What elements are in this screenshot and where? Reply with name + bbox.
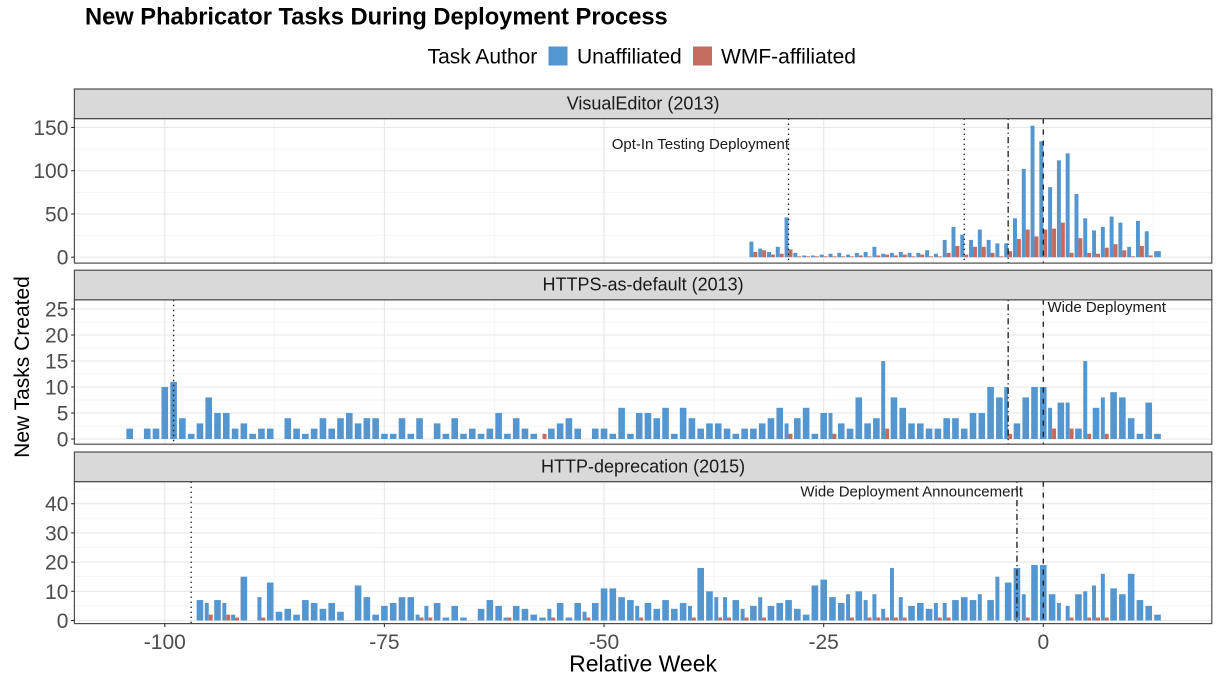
- svg-text:0: 0: [1037, 631, 1049, 654]
- svg-text:150: 150: [33, 117, 68, 140]
- svg-text:-25: -25: [808, 631, 838, 654]
- svg-text:-75: -75: [369, 631, 399, 654]
- svg-text:HTTP-deprecation (2015): HTTP-deprecation (2015): [541, 457, 745, 477]
- svg-text:40: 40: [45, 493, 68, 516]
- svg-text:WMF-affiliated: WMF-affiliated: [721, 46, 856, 69]
- svg-text:0: 0: [57, 429, 69, 452]
- svg-text:VisualEditor (2013): VisualEditor (2013): [567, 94, 720, 114]
- svg-text:20: 20: [45, 552, 68, 575]
- svg-text:HTTPS-as-default (2013): HTTPS-as-default (2013): [543, 275, 744, 295]
- svg-text:20: 20: [45, 325, 68, 348]
- svg-text:0: 0: [57, 610, 69, 633]
- svg-text:15: 15: [45, 351, 68, 374]
- svg-text:Relative Week: Relative Week: [569, 651, 717, 677]
- svg-text:Wide Deployment: Wide Deployment: [1048, 299, 1167, 316]
- svg-text:10: 10: [45, 377, 68, 400]
- svg-text:-100: -100: [144, 631, 186, 654]
- svg-text:50: 50: [45, 203, 68, 226]
- svg-text:Opt-In Testing Deployment: Opt-In Testing Deployment: [612, 136, 790, 153]
- svg-text:30: 30: [45, 522, 68, 545]
- svg-text:Unaffiliated: Unaffiliated: [577, 46, 682, 69]
- svg-text:10: 10: [45, 581, 68, 604]
- svg-text:25: 25: [45, 299, 68, 322]
- svg-text:Wide Deployment Announcement: Wide Deployment Announcement: [800, 484, 1023, 501]
- svg-text:5: 5: [57, 403, 69, 426]
- svg-text:100: 100: [33, 160, 68, 183]
- svg-text:-50: -50: [589, 631, 619, 654]
- svg-text:New Tasks Created: New Tasks Created: [11, 276, 34, 458]
- svg-text:Task Author: Task Author: [428, 46, 538, 69]
- svg-text:0: 0: [57, 247, 69, 270]
- svg-text:New Phabricator Tasks During D: New Phabricator Tasks During Deployment …: [85, 4, 668, 30]
